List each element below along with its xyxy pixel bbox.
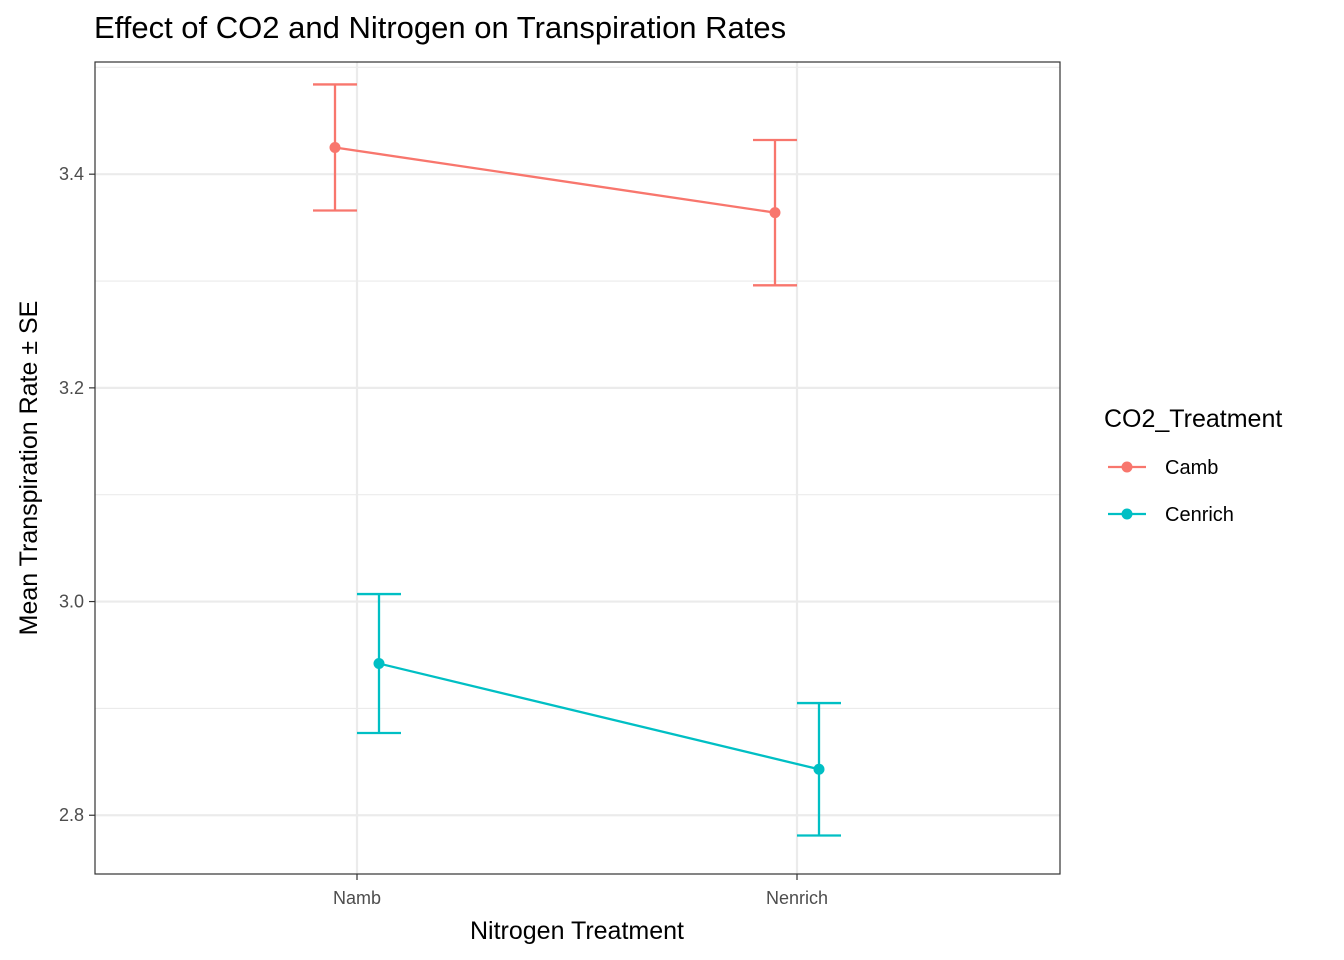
legend-key-camb: [1108, 461, 1146, 473]
legend-label: Cenrich: [1165, 504, 1234, 526]
x-tick-label: Namb: [333, 888, 381, 908]
x-tick-label: Nenrich: [766, 888, 828, 908]
series-line: [378, 662, 820, 771]
axes: 2.8 3.0 3.2 3.4 Namb Nenrich: [59, 164, 828, 908]
data-point: [373, 658, 385, 670]
data-point: [329, 141, 341, 153]
series-cenrich: [357, 592, 841, 837]
series-line: [334, 146, 776, 214]
y-tick-label: 2.8: [59, 805, 84, 825]
data-point: [769, 207, 781, 219]
legend-title: CO2_Treatment: [1104, 405, 1282, 433]
gridlines: [95, 62, 1060, 874]
data-point: [813, 763, 825, 775]
data-layer: [313, 83, 841, 837]
legend-key-cenrich: [1108, 508, 1146, 520]
y-axis-title: Mean Transpiration Rate ± SE: [15, 301, 43, 636]
x-axis-title: Nitrogen Treatment: [470, 917, 684, 945]
legend-label: Camb: [1165, 457, 1218, 479]
legend: CO2_Treatment Camb Cenrich: [1104, 405, 1282, 526]
chart-title: Effect of CO2 and Nitrogen on Transpirat…: [94, 10, 787, 45]
y-tick-label: 3.4: [59, 164, 84, 184]
panel-border: [94, 61, 1061, 875]
y-tick-label: 3.0: [59, 592, 84, 612]
legend-key-point: [1121, 508, 1133, 520]
series-camb: [313, 83, 797, 287]
y-tick-label: 3.2: [59, 378, 84, 398]
legend-key-point: [1121, 461, 1133, 473]
